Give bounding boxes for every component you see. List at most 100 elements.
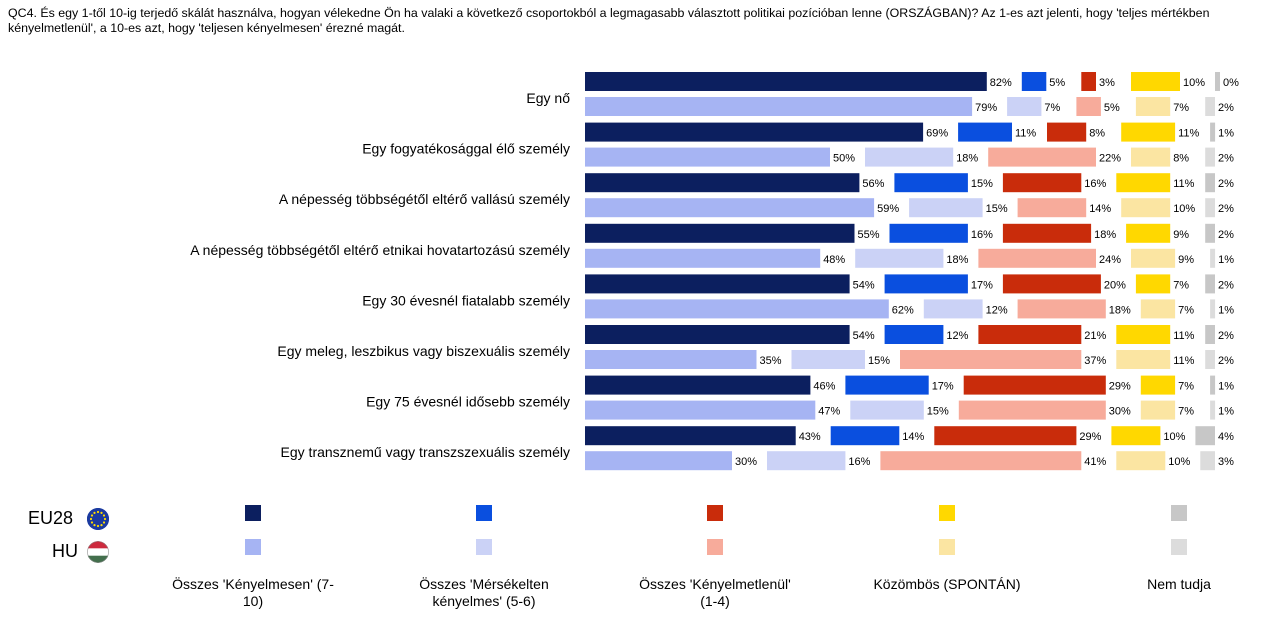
category-label: A népesség többségétől eltérő etnikai ho…: [190, 242, 570, 258]
bar-hu-4: [1116, 350, 1171, 369]
legend-swatch-hu: [245, 539, 261, 555]
bar-hu-3: [880, 451, 1082, 471]
bar-value-label: 30%: [1109, 406, 1131, 418]
bar-eu28-5: [1205, 223, 1215, 243]
legend-swatch-hu: [1171, 539, 1187, 555]
legend-swatch-hu: [939, 539, 955, 555]
bar-hu-5: [1210, 248, 1216, 268]
bar-eu28-1: [585, 274, 850, 294]
bar-value-label: 5%: [1104, 102, 1120, 114]
bar-hu-1: [585, 147, 830, 167]
bar-hu-4: [1116, 451, 1166, 471]
bar-value-label: 17%: [932, 381, 954, 393]
bar-eu28-1: [585, 122, 924, 142]
bar-value-label: 4%: [1218, 431, 1234, 443]
bar-hu-5: [1210, 299, 1216, 319]
bar-value-label: 18%: [956, 153, 978, 165]
bar-value-label: 2%: [1218, 102, 1234, 114]
legend-swatch-eu28: [1171, 505, 1187, 521]
bar-hu-2: [1007, 97, 1042, 116]
legend-swatch-hu: [707, 539, 723, 555]
bar-eu28-4: [1121, 122, 1176, 142]
bar-hu-5: [1205, 198, 1215, 218]
bar-value-label: 1%: [1218, 304, 1234, 316]
bar-value-label: 7%: [1178, 406, 1194, 418]
bar-value-label: 2%: [1218, 203, 1234, 215]
hungary-flag-icon: [87, 541, 109, 563]
bar-value-label: 55%: [858, 229, 880, 241]
bar-value-label: 69%: [926, 128, 948, 140]
bar-value-label: 35%: [760, 355, 782, 367]
bar-hu-2: [909, 198, 983, 218]
bar-eu28-5: [1205, 274, 1215, 294]
bar-eu28-1: [585, 173, 860, 193]
bar-eu28-2: [884, 325, 944, 344]
bar-value-label: 22%: [1099, 153, 1121, 165]
bar-hu-1: [585, 248, 821, 268]
bar-eu28-5: [1205, 173, 1215, 193]
bar-eu28-1: [585, 223, 855, 243]
bar-value-label: 16%: [971, 229, 993, 241]
category-label: A népesség többségétől eltérő vallású sz…: [279, 191, 570, 207]
bar-eu28-2: [1021, 72, 1047, 91]
bar-eu28-3: [978, 325, 1082, 344]
legend-swatch-eu28: [707, 505, 723, 521]
bar-eu28-4: [1116, 325, 1171, 344]
bar-value-label: 0%: [1223, 77, 1239, 89]
bar-hu-3: [1017, 198, 1087, 218]
bar-hu-4: [1135, 97, 1171, 116]
bar-eu28-5: [1210, 375, 1216, 395]
bar-eu28-1: [585, 426, 796, 446]
bar-value-label: 56%: [862, 178, 884, 190]
bar-eu28-3: [934, 426, 1077, 446]
bar-hu-3: [1076, 97, 1101, 116]
bar-hu-5: [1210, 400, 1216, 420]
legend-item-label: Közömbös (SPONTÁN): [873, 576, 1021, 592]
bar-value-label: 2%: [1218, 279, 1234, 291]
bar-value-label: 41%: [1084, 456, 1106, 468]
bar-eu28-1: [585, 375, 811, 395]
bar-value-label: 29%: [1079, 431, 1101, 443]
legend-item-label: Nem tudja: [1147, 576, 1211, 592]
bar-value-label: 30%: [735, 456, 757, 468]
bar-value-label: 17%: [971, 279, 993, 291]
bar-value-label: 2%: [1218, 153, 1234, 165]
bar-hu-5: [1205, 147, 1215, 167]
bar-hu-1: [585, 400, 816, 420]
bar-eu28-3: [1002, 223, 1092, 243]
legend-swatch-eu28: [476, 505, 492, 521]
bar-hu-1: [585, 97, 973, 116]
bar-value-label: 43%: [799, 431, 821, 443]
bar-value-label: 7%: [1044, 102, 1060, 114]
bar-hu-2: [855, 248, 944, 268]
bar-value-label: 10%: [1168, 456, 1190, 468]
bar-value-label: 15%: [868, 355, 890, 367]
bar-value-label: 1%: [1218, 128, 1234, 140]
bar-value-label: 15%: [986, 203, 1008, 215]
bar-value-label: 2%: [1218, 229, 1234, 241]
bar-value-label: 18%: [1109, 304, 1131, 316]
bar-value-label: 18%: [946, 254, 968, 266]
bar-value-label: 48%: [823, 254, 845, 266]
bar-value-label: 54%: [853, 330, 875, 342]
bar-hu-5: [1205, 350, 1215, 369]
bar-hu-1: [585, 299, 889, 319]
bar-hu-1: [585, 198, 875, 218]
bar-value-label: 82%: [990, 77, 1012, 89]
bar-value-label: 3%: [1218, 456, 1234, 468]
bar-hu-1: [585, 451, 732, 471]
bar-eu28-2: [894, 173, 968, 193]
bar-value-label: 7%: [1173, 102, 1189, 114]
bar-eu28-5: [1210, 122, 1216, 142]
bar-eu28-4: [1116, 173, 1171, 193]
bar-hu-4: [1121, 198, 1171, 218]
bar-eu28-5: [1215, 72, 1220, 91]
bar-value-label: 2%: [1218, 355, 1234, 367]
bar-hu-2: [791, 350, 865, 369]
bar-value-label: 9%: [1173, 229, 1189, 241]
bar-value-label: 47%: [818, 406, 840, 418]
bar-value-label: 1%: [1218, 406, 1234, 418]
bar-value-label: 21%: [1084, 330, 1106, 342]
bar-hu-3: [900, 350, 1082, 369]
category-label: Egy fogyatékosággal élő személy: [362, 141, 570, 157]
